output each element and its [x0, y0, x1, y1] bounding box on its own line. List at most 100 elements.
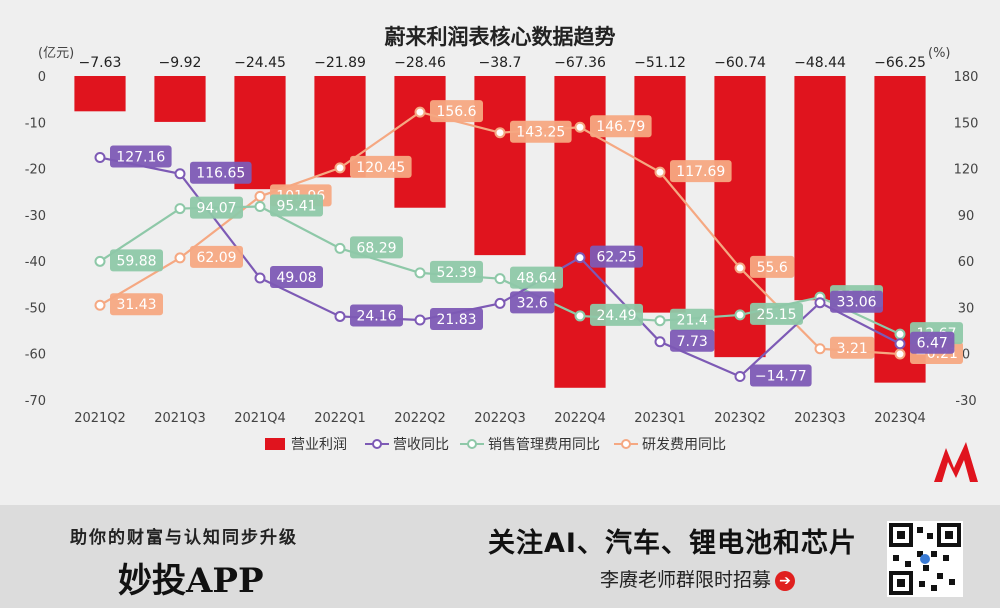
x-axis-tick: 2023Q1	[634, 411, 686, 426]
sga-expense-yoy-label-box	[750, 302, 803, 325]
rd-expense-yoy-data-label: 31.43	[116, 297, 156, 313]
legend-sga-expense-yoy-marker	[467, 439, 477, 449]
revenue-yoy-point	[494, 297, 506, 309]
revenue-yoy-data-label: 33.06	[836, 295, 876, 311]
rd-expense-yoy-point	[654, 166, 666, 178]
rd-expense-yoy-label-box	[750, 255, 795, 278]
x-axis-tick: 2022Q1	[314, 411, 366, 426]
legend-rd-expense-yoy-marker	[621, 439, 631, 449]
rd-expense-yoy-label-box	[510, 120, 572, 143]
rd-expense-yoy-data-label: 120.45	[356, 160, 405, 176]
x-axis-tick: 2021Q3	[154, 411, 206, 426]
bar-operating-profit	[74, 76, 126, 112]
rd-expense-yoy-label-box	[830, 336, 875, 359]
revenue-yoy-data-label: 24.16	[356, 308, 396, 324]
revenue-yoy-label-box	[670, 329, 715, 352]
revenue-yoy-label-box	[190, 161, 252, 184]
revenue-yoy-data-label: 49.08	[276, 270, 316, 286]
bar-operating-profit	[154, 76, 206, 122]
revenue-yoy-point	[574, 252, 586, 264]
bar-data-label: −66.25	[874, 55, 926, 71]
revenue-yoy-data-label: 7.73	[677, 334, 708, 350]
sga-expense-yoy-data-label: 95.41	[276, 199, 316, 215]
x-axis-tick: 2022Q4	[554, 411, 606, 426]
rd-expense-yoy-data-label: 55.6	[757, 260, 788, 276]
left-axis-tick: -10	[25, 116, 46, 131]
right-axis-tick: 0	[962, 348, 970, 363]
bar-data-label: −21.89	[314, 55, 366, 71]
revenue-yoy-point	[734, 371, 746, 383]
left-axis-tick: -30	[25, 209, 46, 224]
revenue-yoy-label-box	[350, 304, 403, 327]
revenue-yoy-point	[414, 314, 426, 326]
footer-tagline: 助你的财富与认知同步升级	[70, 528, 298, 548]
rd-expense-yoy-point	[414, 106, 426, 118]
rd-expense-yoy-label-box	[110, 293, 163, 316]
legend-sga-expense-yoy-text: 销售管理费用同比	[488, 437, 600, 453]
bar-data-label: −9.92	[159, 55, 202, 71]
rd-expense-yoy-label-box	[350, 155, 412, 178]
sga-expense-yoy-data-label: 21.4	[677, 313, 708, 329]
sga-expense-yoy-data-label: 52.39	[436, 265, 476, 281]
revenue-yoy-label-box	[590, 245, 643, 268]
rd-expense-yoy-point	[254, 190, 266, 202]
sga-expense-yoy-point	[254, 201, 266, 213]
revenue-yoy-data-label: 6.47	[917, 336, 948, 352]
rd-expense-yoy-point	[334, 162, 346, 174]
brand-logo-icon	[930, 438, 982, 486]
x-axis-tick: 2021Q2	[74, 411, 126, 426]
footer-subline[interactable]: 李赓老师群限时招募 ➔	[600, 565, 796, 592]
rd-expense-yoy-data-label: 3.21	[837, 341, 868, 357]
right-axis-unit: (%)	[928, 46, 951, 61]
revenue-yoy-label-box	[430, 308, 483, 331]
revenue-yoy-label-box	[270, 265, 323, 288]
qr-code-icon[interactable]	[887, 521, 963, 597]
sga-expense-yoy-point	[894, 328, 906, 340]
right-axis-tick: 150	[954, 116, 979, 131]
left-axis-tick: 0	[38, 70, 46, 85]
revenue-yoy-point	[334, 310, 346, 322]
revenue-yoy-data-label: 21.83	[436, 312, 476, 328]
left-axis-unit: (亿元)	[38, 46, 74, 61]
footer-brand[interactable]: 妙投APP	[118, 561, 264, 601]
sga-expense-yoy-data-label: 24.49	[596, 308, 636, 324]
revenue-yoy-data-label: −14.77	[755, 369, 807, 385]
arrow-right-icon[interactable]: ➔	[775, 570, 796, 591]
legend-operating-profit-text: 营业利润	[291, 437, 347, 453]
rd-expense-yoy-point	[94, 299, 106, 311]
x-axis-tick: 2022Q2	[394, 411, 446, 426]
right-axis-tick: -30	[955, 394, 976, 409]
sga-expense-yoy-point	[334, 242, 346, 254]
sga-expense-yoy-point	[574, 310, 586, 322]
revenue-yoy-point	[94, 152, 106, 164]
rd-expense-yoy-label-box	[590, 115, 652, 138]
legend-rd-expense-yoy-text: 研发费用同比	[642, 437, 726, 453]
sga-expense-yoy-label-box	[670, 308, 715, 331]
revenue-yoy-data-label: 116.65	[196, 166, 245, 182]
revenue-yoy-label-box	[750, 364, 812, 387]
left-axis-tick: -50	[25, 301, 46, 316]
x-axis-tick: 2023Q3	[794, 411, 846, 426]
sga-expense-yoy-data-label: 48.64	[516, 271, 556, 287]
bar-data-label: −24.45	[234, 55, 286, 71]
legend-revenue-yoy-marker	[372, 439, 382, 449]
sga-expense-yoy-data-label: 68.29	[356, 240, 396, 256]
revenue-yoy-label-box	[830, 290, 883, 313]
promo-footer: 助你的财富与认知同步升级 妙投APP 关注AI、汽车、锂电池和芯片 李赓老师群限…	[0, 505, 1000, 608]
rd-expense-yoy-data-label: 156.6	[436, 104, 476, 120]
rd-expense-yoy-point	[894, 348, 906, 360]
right-axis-tick: 180	[954, 70, 979, 85]
revenue-yoy-point	[814, 297, 826, 309]
revenue-yoy-data-label: 127.16	[116, 150, 165, 166]
bar-data-label: −38.7	[479, 55, 522, 71]
chart-title: 蔚来利润表核心数据趋势	[385, 25, 616, 49]
sga-expense-yoy-label-box	[110, 249, 163, 272]
x-axis-tick: 2023Q4	[874, 411, 926, 426]
rd-expense-yoy-point	[174, 252, 186, 264]
rd-expense-yoy-label-box	[190, 245, 243, 268]
legend-operating-profit-swatch	[265, 438, 285, 450]
rd-expense-yoy-point	[494, 127, 506, 139]
bar-data-label: −60.74	[714, 55, 766, 71]
sga-expense-yoy-data-label: 59.88	[116, 253, 156, 269]
sga-expense-yoy-point	[414, 267, 426, 279]
